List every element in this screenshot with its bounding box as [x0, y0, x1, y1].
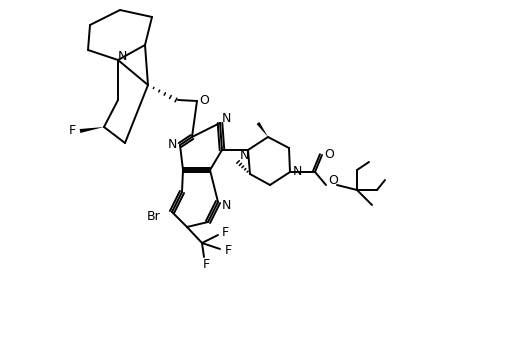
Text: N: N — [167, 138, 176, 152]
Text: O: O — [198, 94, 209, 108]
Polygon shape — [79, 127, 104, 133]
Text: N: N — [239, 149, 248, 163]
Text: F: F — [202, 258, 209, 272]
Text: O: O — [323, 148, 333, 162]
Text: O: O — [327, 175, 337, 187]
Text: F: F — [221, 226, 228, 240]
Text: N: N — [221, 200, 230, 213]
Text: F: F — [68, 125, 75, 137]
Text: Br: Br — [147, 211, 161, 224]
Text: N: N — [292, 165, 301, 179]
Text: F: F — [224, 245, 231, 257]
Polygon shape — [256, 122, 268, 137]
Text: N: N — [117, 50, 126, 64]
Text: N: N — [221, 113, 230, 126]
